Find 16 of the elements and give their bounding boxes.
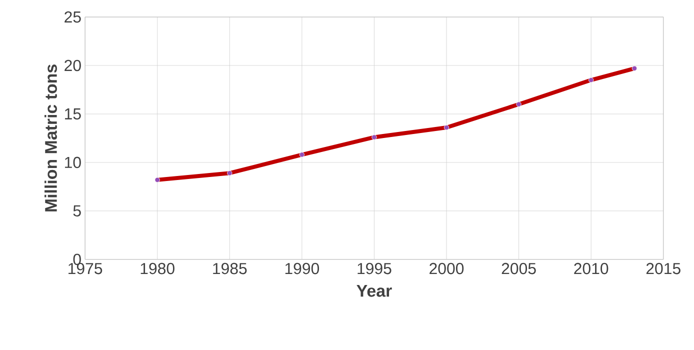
x-tick-label: 1980 bbox=[140, 262, 174, 274]
y-tick-label: 15 bbox=[65, 108, 81, 120]
x-tick-label: 2005 bbox=[502, 262, 536, 274]
y-tick-label: 20 bbox=[64, 60, 81, 72]
y-tick-label: 25 bbox=[64, 11, 81, 23]
x-tick-label: 1985 bbox=[213, 262, 247, 274]
y-tick-label: 10 bbox=[65, 156, 81, 168]
x-tick-label: 2015 bbox=[646, 262, 680, 274]
y-axis-title: Million Matric tons bbox=[44, 64, 57, 212]
y-tick-label: 5 bbox=[73, 205, 81, 216]
x-tick-label: 2000 bbox=[430, 262, 464, 274]
x-tick-label: 1995 bbox=[358, 262, 392, 274]
x-tick-label: 1975 bbox=[68, 262, 102, 274]
x-tick-label: 1990 bbox=[285, 262, 320, 274]
x-tick-label: 2010 bbox=[574, 262, 608, 274]
x-axis-title: Year bbox=[356, 284, 392, 297]
